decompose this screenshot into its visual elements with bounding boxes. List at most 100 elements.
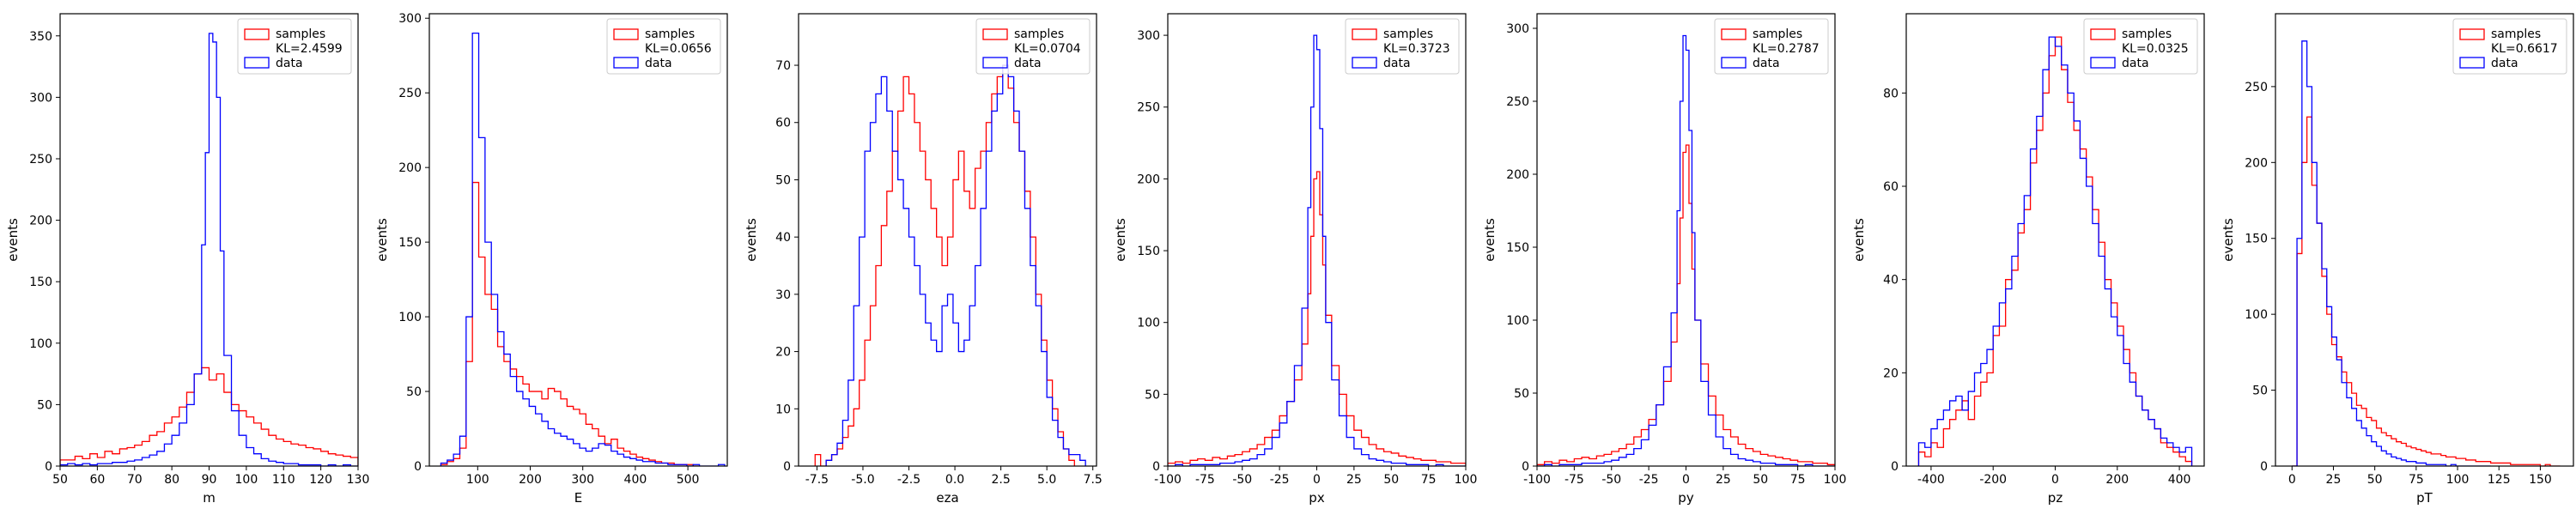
series-samples-histogram (440, 181, 700, 466)
x-tick-label: -25 (1270, 473, 1290, 487)
x-axis-label: pT (2416, 490, 2433, 506)
x-tick-label: 75 (2409, 473, 2424, 487)
x-tick-label: 100 (1824, 473, 1847, 487)
x-tick-label: -200 (1979, 473, 2007, 487)
legend-box (975, 18, 1091, 75)
legend-swatch-data (1352, 57, 1377, 69)
x-axis-label: m (203, 490, 216, 506)
x-tick-label: -75 (1564, 473, 1584, 487)
chart-px: -100 -75 -50 -25 0 25 50 75 100 0 50 100 150 200 250 30… (1113, 13, 1477, 506)
legend-label-kl: KL=0.0704 (1014, 42, 1081, 56)
y-tick-label: 100 (29, 337, 52, 351)
y-tick-label: 250 (2245, 81, 2268, 94)
x-tick-label: -100 (1154, 473, 1182, 487)
legend-swatch-samples (244, 28, 270, 40)
y-tick-label: 50 (406, 385, 422, 399)
x-tick-label: 400 (624, 473, 647, 487)
x-tick-label: 100 (2446, 473, 2470, 487)
series-data-histogram (60, 33, 358, 466)
legend-label-samples: samples (2122, 27, 2172, 41)
x-tick-label: 50 (52, 473, 68, 487)
x-tick-label: 25 (1346, 473, 1362, 487)
y-tick-label: 0 (1522, 460, 1529, 474)
x-tick-label: 75 (1790, 473, 1806, 487)
series-samples-histogram (814, 64, 1075, 466)
x-tick-label: 25 (1716, 473, 1731, 487)
series-data-histogram (440, 32, 726, 466)
y-tick-label: 0 (45, 460, 52, 474)
y-tick-label: 100 (1137, 317, 1160, 330)
y-axis-label: events (5, 218, 21, 262)
x-tick-label: -7.5 (805, 473, 829, 487)
series-data-histogram (1537, 34, 1835, 466)
legend-swatch-data (613, 57, 639, 69)
x-tick-label: 50 (2367, 473, 2383, 487)
x-tick-label: 120 (309, 473, 332, 487)
x-tick-label: -50 (1232, 473, 1252, 487)
y-tick-label: 150 (1506, 241, 1529, 255)
x-tick-label: -2.5 (897, 473, 920, 487)
y-tick-label: 250 (1137, 101, 1160, 115)
y-tick-label: 30 (775, 288, 791, 302)
y-tick-label: 300 (398, 12, 422, 26)
y-tick-label: 50 (1145, 388, 1160, 402)
y-tick-label: 250 (1506, 95, 1529, 109)
y-tick-label: 150 (1137, 245, 1160, 258)
y-tick-label: 50 (775, 173, 791, 187)
y-tick-label: 0 (1891, 460, 1899, 474)
y-tick-label: 150 (29, 276, 52, 289)
x-tick-label: 500 (677, 473, 700, 487)
x-tick-label: 150 (2529, 473, 2552, 487)
y-tick-label: 40 (1883, 274, 1899, 288)
x-tick-label: 130 (347, 473, 370, 487)
x-tick-label: 80 (164, 473, 179, 487)
legend-label-samples: samples (276, 27, 325, 41)
legend-swatch-samples (2090, 28, 2116, 40)
x-axis-label: eza (936, 490, 958, 506)
series-data-histogram (825, 64, 1086, 466)
x-tick-label: 400 (2168, 473, 2191, 487)
x-tick-label: 0 (1682, 473, 1690, 487)
y-axis-label: events (744, 218, 759, 262)
legend-label-kl: KL=0.0325 (2122, 42, 2189, 56)
y-axis-label: events (374, 218, 390, 262)
y-tick-label: 20 (1883, 367, 1899, 380)
y-tick-label: 10 (775, 403, 791, 416)
chart-E: 100 200 300 400 500 0 50 100 150 200 250 300 Eevents… (374, 12, 728, 506)
x-tick-label: 100 (235, 473, 258, 487)
y-tick-label: 60 (1883, 180, 1899, 194)
legend-label-data: data (2491, 57, 2518, 70)
y-axis-label: events (1851, 218, 1867, 262)
x-tick-label: -75 (1195, 473, 1215, 487)
x-axis-label: pz (2048, 490, 2063, 506)
legend-label-samples: samples (1753, 27, 1802, 41)
y-tick-label: 250 (29, 153, 52, 167)
legend-label-kl: KL=2.4599 (276, 42, 343, 56)
x-tick-label: 110 (272, 473, 295, 487)
y-axis-label: events (1482, 218, 1498, 262)
legend-box (2452, 18, 2567, 75)
y-tick-label: 20 (775, 346, 791, 360)
chart-m: 50 60 70 80 90 100 110 120 130050100150200250300… (5, 13, 370, 506)
legend-label-kl: KL=0.2787 (1753, 42, 1820, 56)
x-axis-label: py (1678, 490, 1694, 506)
y-tick-label: 0 (2260, 460, 2268, 474)
legend-label-data: data (1753, 57, 1780, 70)
x-tick-label: 200 (519, 473, 542, 487)
x-tick-label: 200 (2105, 473, 2129, 487)
x-tick-label: 25 (2326, 473, 2342, 487)
y-tick-label: 60 (775, 117, 791, 130)
y-tick-label: 100 (2245, 308, 2268, 322)
x-tick-label: -25 (1639, 473, 1659, 487)
y-tick-label: 0 (414, 460, 422, 474)
x-tick-label: 0 (1313, 473, 1321, 487)
y-tick-label: 250 (398, 87, 422, 100)
x-tick-label: 60 (89, 473, 105, 487)
legend-label-kl: KL=0.0656 (645, 42, 712, 56)
series-data-histogram (2292, 40, 2491, 466)
y-tick-label: 0 (783, 460, 791, 474)
